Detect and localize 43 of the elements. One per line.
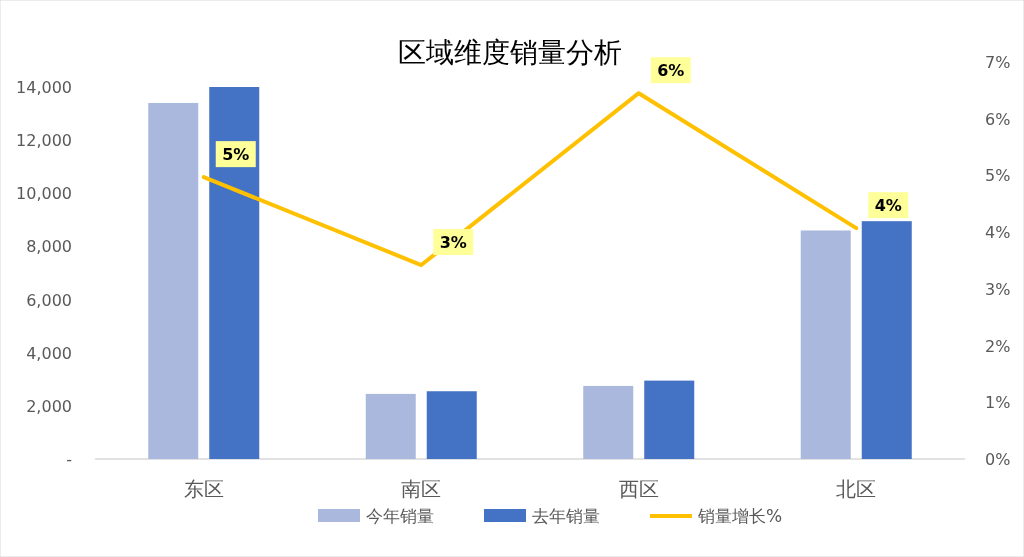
y-tick-label: 4,000 bbox=[26, 343, 72, 363]
y-tick-label: 6,000 bbox=[26, 290, 72, 310]
y2-tick-label: 1% bbox=[985, 393, 1011, 413]
y2-tick-label: 7% bbox=[985, 53, 1011, 72]
bar bbox=[148, 102, 199, 459]
y2-tick-label: 2% bbox=[985, 336, 1011, 356]
bar bbox=[365, 393, 416, 459]
legend-item: 今年销量 bbox=[318, 506, 434, 526]
y-tick-label: 10,000 bbox=[16, 184, 72, 204]
y-tick-label: - bbox=[66, 450, 72, 469]
legend-label: 销量增长% bbox=[697, 506, 783, 526]
x-tick-label: 西区 bbox=[618, 477, 659, 501]
data-label: 3% bbox=[439, 233, 467, 253]
data-label: 4% bbox=[874, 196, 902, 216]
y2-tick-label: 4% bbox=[985, 223, 1011, 243]
y2-tick-label: 6% bbox=[985, 109, 1011, 129]
bar bbox=[209, 87, 260, 459]
y-tick-label: 8,000 bbox=[26, 237, 72, 257]
y2-tick-label: 3% bbox=[985, 279, 1011, 299]
legend-label: 去年销量 bbox=[532, 506, 600, 526]
y2-tick-label: 0% bbox=[985, 450, 1011, 469]
data-label: 6% bbox=[657, 61, 685, 81]
legend-label: 今年销量 bbox=[366, 506, 434, 526]
y-tick-label: 14,000 bbox=[16, 78, 72, 97]
x-tick-label: 南区 bbox=[401, 477, 442, 501]
y-tick-label: 12,000 bbox=[16, 131, 72, 151]
bar bbox=[861, 221, 912, 459]
chart-title: 区域维度销量分析 bbox=[398, 36, 622, 69]
bar bbox=[800, 230, 851, 459]
label: 6% bbox=[650, 57, 691, 84]
label: 4% bbox=[868, 192, 909, 219]
legend-item: 去年销量 bbox=[484, 506, 600, 526]
bar bbox=[583, 385, 634, 459]
bar bbox=[644, 380, 695, 459]
x-tick-label: 北区 bbox=[836, 477, 877, 501]
label: 5% bbox=[215, 141, 256, 168]
x-tick-label: 东区 bbox=[183, 477, 224, 501]
legend-item: 销量增长% bbox=[650, 506, 783, 526]
data-label: 5% bbox=[222, 145, 250, 165]
y-tick-label: 2,000 bbox=[26, 396, 72, 416]
label: 3% bbox=[433, 229, 474, 256]
bar bbox=[426, 391, 477, 459]
y2-tick-label: 5% bbox=[985, 166, 1011, 186]
